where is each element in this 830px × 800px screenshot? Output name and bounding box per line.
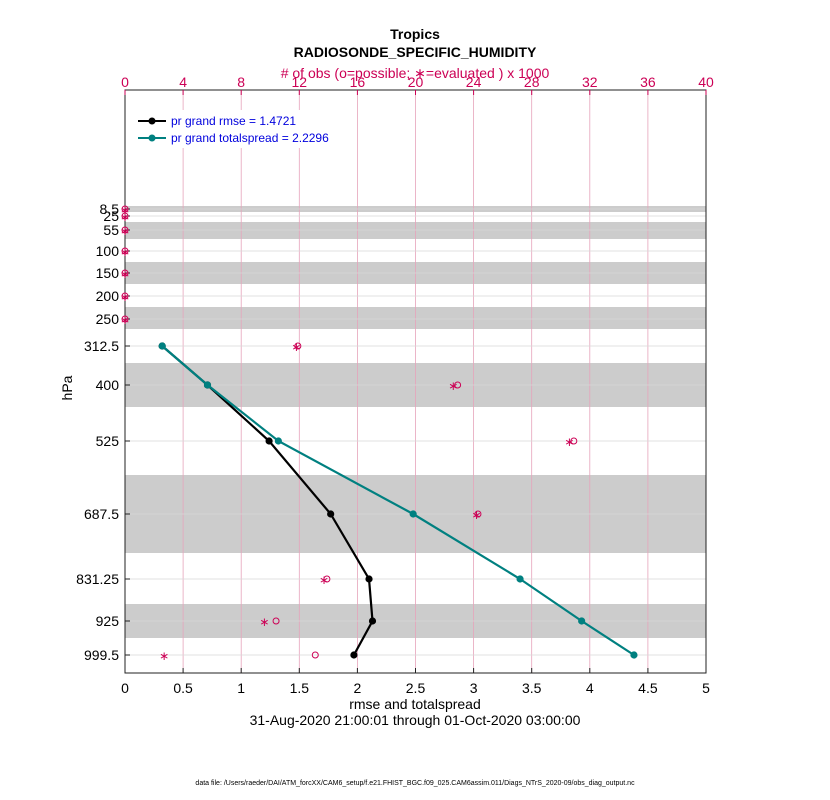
y-tick-label: 25 xyxy=(103,208,119,224)
y-tick-label: 925 xyxy=(96,613,120,629)
legend-spread-marker xyxy=(148,134,156,142)
x-tick-label: 3 xyxy=(470,680,478,696)
x-tick-label: 2 xyxy=(354,680,362,696)
legend-box xyxy=(131,110,347,148)
obs-evaluated-marker: ∗ xyxy=(291,340,301,354)
obs-possible-marker xyxy=(570,437,578,445)
series-point-1 xyxy=(158,342,166,350)
top-tick-label: 24 xyxy=(466,74,482,90)
series-point-0 xyxy=(350,651,358,659)
obs-possible-marker xyxy=(121,247,129,255)
obs-evaluated-marker: ∗ xyxy=(120,224,130,238)
x-tick-label: 3.5 xyxy=(522,680,542,696)
axes: 0 0.5 1 1.5 2 2.5 3 3.5 4 4.5 5 0 4 8 12 16 20 24 28 32 36 40… xyxy=(76,74,714,696)
obs-evaluated-marker: ∗ xyxy=(120,203,130,217)
series-point-1 xyxy=(409,510,417,518)
series-point-0 xyxy=(327,510,335,518)
top-tick-label: 20 xyxy=(408,74,424,90)
y-tick-label: 250 xyxy=(96,311,120,327)
top-tick-label: 40 xyxy=(698,74,714,90)
obs-evaluated-marker: ∗ xyxy=(120,245,130,259)
x-tick-label: 5 xyxy=(702,680,710,696)
y-tick-label: 8.5 xyxy=(100,201,120,217)
obs-markers: ∗∗∗∗∗∗∗∗∗∗∗∗∗∗ xyxy=(120,203,578,663)
obs-possible-marker xyxy=(121,315,129,323)
obs-evaluated-marker: ∗ xyxy=(259,615,269,629)
legend: pr grand rmse = 1.4721 pr grand totalspr… xyxy=(131,110,347,148)
y-tick-label: 400 xyxy=(96,377,120,393)
series-point-1 xyxy=(203,381,212,389)
y-tick-label: 999.5 xyxy=(84,647,119,663)
obs-evaluated-marker: ∗ xyxy=(120,210,130,224)
grid xyxy=(125,90,706,673)
obs-evaluated-marker: ∗ xyxy=(120,290,130,304)
x-tick-label: 0.5 xyxy=(173,680,193,696)
obs-evaluated-marker: ∗ xyxy=(471,508,481,522)
series-point-1 xyxy=(516,575,524,583)
top-tick-label: 16 xyxy=(350,74,366,90)
y-tick-label: 200 xyxy=(96,288,120,304)
y-tick-label: 831.25 xyxy=(76,571,119,587)
obs-evaluated-marker: ∗ xyxy=(319,573,329,587)
series-point-1 xyxy=(630,651,638,659)
obs-evaluated-marker: ∗ xyxy=(120,313,130,327)
y-tick-label: 150 xyxy=(96,265,120,281)
top-tick-label: 28 xyxy=(524,74,540,90)
top-tick-label: 0 xyxy=(121,74,129,90)
x-axis-label: rmse and totalspread xyxy=(349,696,481,712)
top-tick-label: 8 xyxy=(237,74,245,90)
x-tick-label: 1.5 xyxy=(290,680,310,696)
top-tick-label: 12 xyxy=(292,74,308,90)
obs-possible-marker xyxy=(121,226,129,234)
series-point-1 xyxy=(578,617,586,625)
obs-evaluated-marker: ∗ xyxy=(448,379,458,393)
y-tick-label: 312.5 xyxy=(84,338,119,354)
legend-rmse-label: pr grand rmse = 1.4721 xyxy=(171,114,296,128)
top-tick-label: 36 xyxy=(640,74,656,90)
series-point-0 xyxy=(365,575,373,583)
y-tick-label: 687.5 xyxy=(84,506,119,522)
top-tick-label: 4 xyxy=(179,74,187,90)
x-tick-label: 2.5 xyxy=(406,680,426,696)
obs-possible-marker xyxy=(454,381,462,389)
obs-possible-marker xyxy=(474,510,482,518)
chart-subtitle: RADIOSONDE_SPECIFIC_HUMIDITY xyxy=(294,44,537,60)
obs-possible-marker xyxy=(121,205,129,213)
obs-possible-marker xyxy=(323,575,331,583)
chart-title: Tropics xyxy=(390,26,440,42)
series-point-1 xyxy=(274,437,282,445)
y-axis-label: hPa xyxy=(59,375,75,400)
obs-evaluated-marker: ∗ xyxy=(120,267,130,281)
x-tick-label: 4.5 xyxy=(638,680,658,696)
obs-possible-marker xyxy=(272,617,280,625)
top-tick-label: 32 xyxy=(582,74,598,90)
y-tick-label: 100 xyxy=(96,243,120,259)
footer-data-file: data file: /Users/raeder/DAI/ATM_forcXX/… xyxy=(195,780,635,787)
obs-possible-marker xyxy=(294,342,302,350)
y-tick-label: 55 xyxy=(103,222,119,238)
legend-rmse-marker xyxy=(148,117,156,125)
obs-possible-marker xyxy=(311,651,319,659)
series xyxy=(158,342,638,659)
obs-possible-marker xyxy=(121,292,129,300)
x-tick-label: 1 xyxy=(237,680,245,696)
obs-evaluated-marker: ∗ xyxy=(564,435,574,449)
x-tick-label: 0 xyxy=(121,680,129,696)
legend-spread-label: pr grand totalspread = 2.2296 xyxy=(171,131,329,145)
obs-possible-marker xyxy=(121,269,129,277)
date-range: 31-Aug-2020 21:00:01 through 01-Oct-2020… xyxy=(250,712,581,728)
obs-possible-marker xyxy=(121,212,129,220)
y-tick-label: 525 xyxy=(96,433,120,449)
x-tick-label: 4 xyxy=(586,680,594,696)
top-axis-label: # of obs (o=possible; ∗=evaluated ) x 10… xyxy=(281,65,550,81)
series-point-0 xyxy=(265,437,273,445)
obs-evaluated-marker: ∗ xyxy=(159,649,169,663)
series-point-0 xyxy=(368,617,377,625)
